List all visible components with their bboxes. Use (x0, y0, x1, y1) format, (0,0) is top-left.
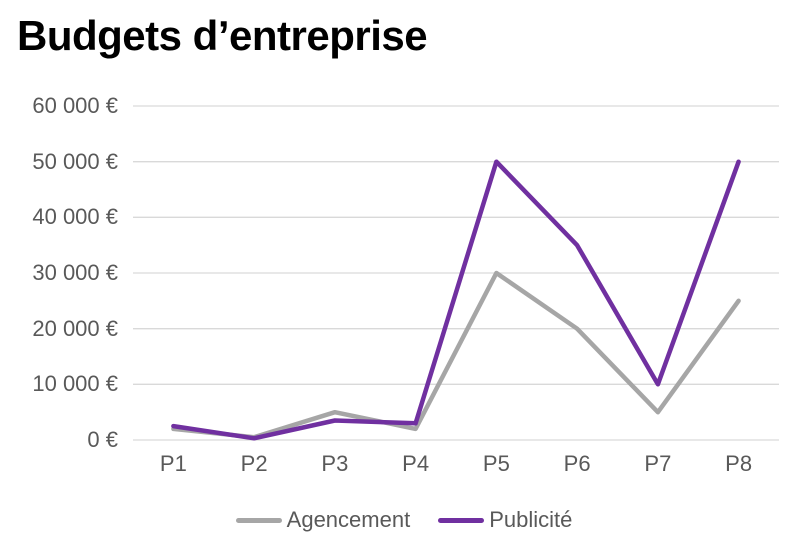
gridlines-group (133, 105, 779, 441)
x-axis-category-label: P5 (482, 451, 510, 476)
y-axis-tick-label: 30 000 € (32, 260, 118, 285)
series-group (171, 159, 741, 441)
chart-title: Budgets d’entreprise (17, 12, 428, 59)
x-axis-category-label: P6 (563, 451, 591, 476)
legend-swatch-publicite (438, 517, 485, 523)
y-axis-tick-label: 40 000 € (32, 204, 118, 230)
legend-item-publicite: Publicité (438, 506, 572, 534)
legend-label-publicite: Publicité (489, 507, 573, 532)
chart-legend: Agencement Publicité (0, 506, 808, 534)
y-axis-tick-label: 20 000 € (32, 315, 118, 341)
x-axis-category-label: P2 (240, 451, 268, 476)
legend-item-agencement: Agencement (235, 506, 411, 534)
y-axis-tick-label: 60 000 € (32, 93, 118, 118)
x-axis-category-label: P4 (402, 451, 430, 476)
legend-swatch-agencement (235, 517, 282, 523)
y-axis-tick-label: 0 € (87, 427, 118, 452)
legend-label-agencement: Agencement (286, 507, 411, 532)
x-axis-category-label: P8 (725, 451, 753, 476)
y-axis-tick-label: 50 000 € (32, 148, 118, 174)
y-axis-tick-label: 10 000 € (32, 371, 118, 397)
x-axis-category-label: P1 (159, 451, 187, 476)
series-line-publicite (171, 159, 741, 441)
x-axis-category-label: P3 (321, 451, 349, 476)
x-axis-category-label: P7 (644, 451, 672, 476)
